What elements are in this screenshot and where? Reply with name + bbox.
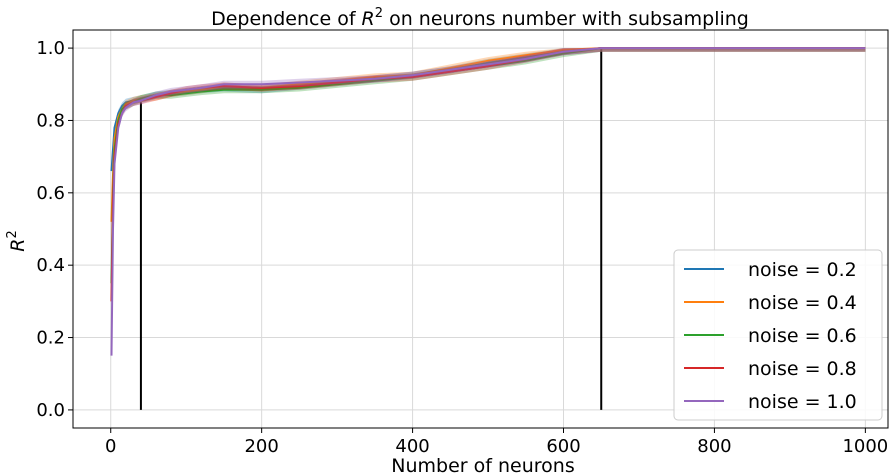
plot-frame <box>72 29 889 429</box>
x-tick-label: 1000 <box>842 436 888 457</box>
x-tick-label: 0 <box>105 436 116 457</box>
legend-label: noise = 0.2 <box>748 259 857 281</box>
chart-title: Dependence of R2 on neurons number with … <box>211 6 749 30</box>
y-tick-label: 1.0 <box>36 38 65 59</box>
y-tick-label: 0.6 <box>36 183 65 204</box>
legend-label: noise = 0.6 <box>748 325 857 347</box>
series-lines <box>110 47 866 360</box>
legend-label: noise = 0.4 <box>748 292 857 314</box>
x-tick-label: 800 <box>697 436 731 457</box>
legend: noise = 0.2 noise = 0.4 noise = 0.6 noise =… <box>673 249 883 421</box>
x-tick-label: 600 <box>546 436 580 457</box>
grid <box>73 30 888 428</box>
x-tick-label: 400 <box>395 436 429 457</box>
series-line <box>110 47 866 222</box>
y-axis-title: R2 <box>5 230 29 251</box>
axis-ticks: 0 200 400 600 800 1000 0.0 0.2 0.4 0.6 0.8 1.0 <box>36 38 888 457</box>
y-tick-label: 0.0 <box>36 400 65 421</box>
reference-lines <box>139 48 603 410</box>
series-line <box>110 47 866 356</box>
legend-label: noise = 0.8 <box>748 358 857 380</box>
x-axis-title: Number of neurons <box>391 455 574 476</box>
y-tick-label: 0.4 <box>36 255 65 276</box>
series-band <box>111 48 866 226</box>
legend-box <box>673 249 883 421</box>
y-tick-label: 0.8 <box>36 110 65 131</box>
x-tick-label: 200 <box>244 436 278 457</box>
legend-label: noise = 1.0 <box>748 391 857 413</box>
y-tick-label: 0.2 <box>36 328 65 349</box>
